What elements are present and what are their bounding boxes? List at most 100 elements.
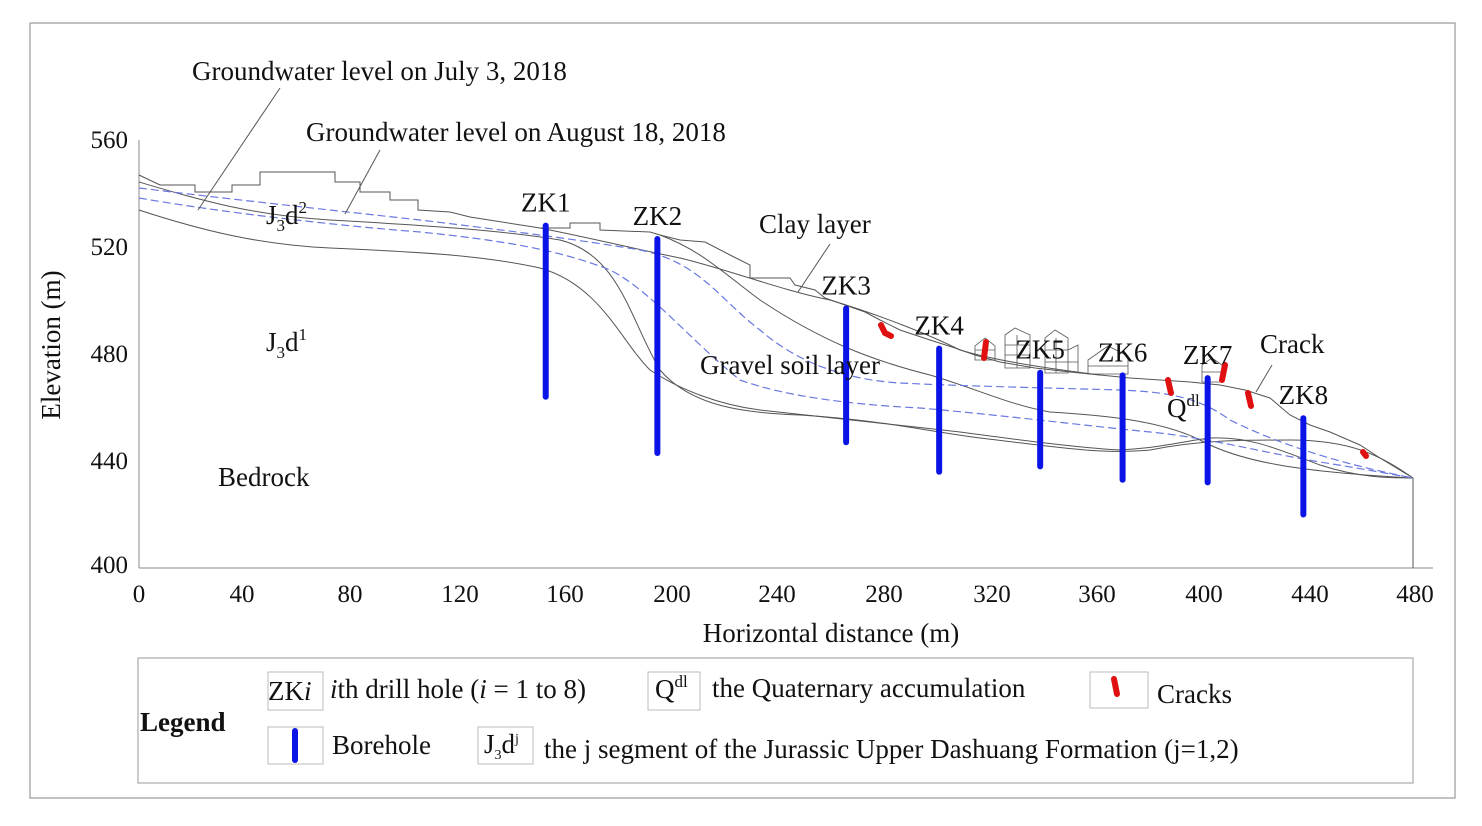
legend-zki-box [267,671,324,711]
crack-mark [1219,362,1228,383]
crack-mark [1165,377,1174,396]
x-axis-title: Horizontal distance (m) [703,618,959,648]
groundwater-july-line [138,187,1414,479]
j3d1-sub: 3 [277,343,286,362]
x-tick-label: 240 [758,581,796,608]
x-tick-label: 40 [230,581,255,608]
qdl-sup: dl [1187,391,1201,410]
x-tick-label: 480 [1396,581,1434,608]
legend-zki-sym-i: i [304,676,312,706]
gravel-soil-label: Gravel soil layer [700,350,880,380]
x-tick-label: 200 [653,581,691,608]
crack-mark [981,339,989,361]
legend-crack-mark [1111,676,1120,697]
crack-label: Crack [1260,329,1325,359]
legend-zki-sym: ZK [268,676,304,706]
legend-jseg-sup: j [514,732,519,747]
j3d2-label: J3d2 [266,198,307,235]
y-tick-label: 440 [91,448,129,475]
bedrock-top-line [138,181,1414,479]
crack-markers [878,322,1369,459]
x-tick-label: 400 [1185,581,1223,608]
j3d1-label: J3d1 [266,325,307,362]
j3d1-letter: d [285,327,299,357]
gravel-soil-boundary [659,234,1414,479]
x-tick-label: 160 [546,581,584,608]
y-tick-label: 480 [91,341,129,368]
ground-surface-line [138,171,1414,479]
house-icon [1201,357,1223,383]
crack-mark [1360,449,1369,459]
groundwater-august-line [138,197,1414,479]
legend-cracks-desc: Cracks [1157,679,1232,709]
qdl-label: Qdl [1167,391,1200,423]
legend-crack-box [1089,671,1149,709]
legend-qdl-symbol: Qdl [655,672,688,704]
crack-mark [1245,390,1254,409]
legend-qdl-sup: dl [675,672,689,691]
x-tick-label: 0 [133,581,146,608]
x-tick-label: 280 [865,581,903,608]
clay-layer-label: Clay layer [759,209,871,239]
x-tick-label: 120 [441,581,479,608]
legend-jseg-desc: the j segment of the Jurassic Upper Dash… [544,734,1239,764]
x-tick-labels: 0 40 80 120 160 200 240 280 320 360 400 … [133,581,1434,608]
legend-jseg-sym: J [484,729,495,759]
x-tick-label: 80 [338,581,363,608]
legend-qdl-sym: Q [655,674,675,704]
legend-zki-desc-i2: i [479,674,487,704]
legend-jseg-symbol: J3dj [484,729,519,763]
leader-line-crack [1255,364,1273,393]
borehole-label: ZK2 [633,201,683,231]
x-tick-label: 320 [973,581,1011,608]
j3d1-sup: 1 [299,325,308,344]
borehole-label: ZK1 [521,188,571,218]
legend-qdl-desc: the Quaternary accumulation [712,673,1026,703]
j3d2-letter: d [285,200,299,230]
y-tick-label: 520 [91,234,129,261]
borehole-label: ZK3 [821,271,871,301]
y-tick-label: 560 [91,127,129,154]
y-tick-labels: 560 520 480 440 400 [91,127,129,579]
gw-august-label: Groundwater level on August 18, 2018 [306,117,726,147]
legend-zki-desc-end: = 1 to 8) [487,674,586,704]
bedrock-lower-line [138,209,1414,479]
legend-zki-symbol: ZKi [268,676,312,706]
qdl-main: Q [1167,393,1187,423]
j3d2-main: J [266,200,277,230]
y-axis-title: Elevation (m) [36,270,66,419]
legend: Legend ZKi ith drill hole (i = 1 to 8) Q… [137,657,1414,784]
j3d2-sup: 2 [299,198,308,217]
leader-line-august [344,149,381,215]
x-tick-label: 440 [1291,581,1329,608]
borehole-label: ZK5 [1015,335,1065,365]
borehole-label: ZK8 [1279,380,1329,410]
building-icons [974,327,1223,383]
y-tick-label: 400 [91,552,129,579]
legend-borehole-box [267,726,324,765]
legend-jseg-letter: d [502,729,516,759]
x-tick-label: 360 [1078,581,1116,608]
legend-zki-desc-main: th drill hole ( [338,674,480,704]
leader-line-july [197,87,281,211]
building-icon [1044,329,1079,374]
crack-mark [878,322,894,339]
legend-jseg-sub: 3 [495,748,502,763]
j3d2-sub: 3 [277,216,286,235]
borehole-label: ZK6 [1098,337,1148,367]
legend-jseg-box [477,726,534,765]
borehole-label: ZK4 [914,311,964,341]
legend-box [137,657,1414,784]
boreholes-group: ZK1 ZK2 ZK3 ZK4 ZK5 ZK6 ZK7 ZK8 [521,188,1329,518]
bedrock-label: Bedrock [218,462,310,492]
building-icon [1004,327,1031,369]
legend-zki-desc-i: i [330,674,338,704]
legend-zki-desc: ith drill hole (i = 1 to 8) [330,674,586,704]
legend-qdl-box [647,671,701,711]
gw-july-label: Groundwater level on July 3, 2018 [192,56,567,86]
borehole-label: ZK7 [1183,340,1233,370]
leader-line-clay [797,243,831,293]
legend-borehole-desc: Borehole [332,730,431,760]
j3d1-main: J [266,327,277,357]
